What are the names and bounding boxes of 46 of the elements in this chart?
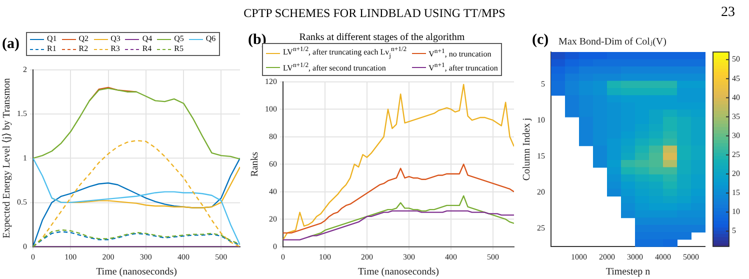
legend-label: Q3	[110, 34, 120, 44]
y-axis-title: Ranks	[250, 152, 261, 177]
y-tick-label: 15	[537, 151, 545, 160]
legend-label: V$^{n+1}$, no truncation	[428, 46, 492, 60]
legend-label: Q1	[47, 34, 57, 44]
color-bar-label: 20	[732, 169, 740, 178]
y-tick-label: 10	[537, 115, 545, 124]
x-tick-label: 1000	[571, 252, 587, 262]
text: (c)	[532, 32, 549, 49]
x-axis-title: Time (nanoseconds)	[96, 266, 177, 278]
chart-title: Max Bond-Dim of Colⱼ(V)	[558, 36, 666, 48]
color-bar-label: 35	[732, 112, 740, 121]
x-tick-label: 5000	[683, 252, 699, 262]
x-tick-label: 4000	[655, 252, 671, 262]
legend-label: LV$^{n+1/2}$, after second truncation	[283, 61, 386, 74]
text: (a)	[2, 36, 20, 53]
legend-label: R5	[174, 44, 184, 54]
legend-label: R2	[78, 44, 88, 54]
legend-label: R1	[47, 44, 56, 54]
color-bar-label: 40	[732, 92, 740, 102]
legend-label: Q4	[142, 34, 152, 44]
legend-label: V$^{n+1}$, after truncation	[428, 61, 498, 74]
x-tick-label: 2000	[599, 252, 615, 262]
color-bar-label: 10	[732, 207, 740, 216]
y-axis-title: Column Index j	[522, 118, 533, 181]
color-bar-label: 50	[732, 54, 740, 64]
color-bar-label: 15	[732, 188, 740, 198]
text: 23	[721, 5, 735, 21]
y-axis-title: Expected Energy Level ⟨j⟩ by Transmon	[2, 78, 13, 238]
text: CPTP SCHEMES FOR LINDBLAD USING TT/MPS	[244, 6, 506, 20]
x-axis-title: Time (nanoseconds)	[358, 266, 439, 278]
legend-label: Q5	[174, 34, 184, 44]
color-bar-label: 5	[732, 226, 736, 236]
x-tick-label: 3000	[627, 252, 643, 262]
x-axis-title: Timestep n	[606, 266, 650, 278]
chart-title: Ranks at different stages of the algorithm	[299, 32, 465, 43]
color-bar-label: 30	[732, 130, 740, 140]
legend-label: Q6	[206, 34, 216, 44]
legend-label: R4	[142, 44, 152, 54]
color-bar-label: 45	[732, 74, 740, 83]
y-tick-label: 5	[541, 79, 545, 88]
y-tick-label: 20	[537, 187, 545, 196]
legend-label: R3	[110, 44, 120, 54]
color-bar-label: 25	[732, 150, 740, 160]
y-tick-label: 25	[537, 223, 545, 232]
legend-label: Q2	[78, 34, 89, 44]
